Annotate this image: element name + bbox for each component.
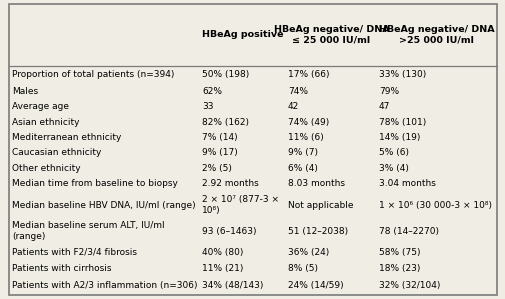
Text: 24% (14/59): 24% (14/59) [287, 281, 343, 290]
Text: Mediterranean ethnicity: Mediterranean ethnicity [12, 133, 121, 142]
Text: 1 × 10⁶ (30 000-3 × 10⁸): 1 × 10⁶ (30 000-3 × 10⁸) [378, 201, 491, 210]
Text: Patients with A2/3 inflammation (n=306): Patients with A2/3 inflammation (n=306) [12, 281, 197, 290]
Text: 79%: 79% [378, 87, 398, 96]
Text: 3.04 months: 3.04 months [378, 179, 435, 188]
Text: 78% (101): 78% (101) [378, 118, 425, 126]
Text: 51 (12–2038): 51 (12–2038) [287, 227, 347, 236]
Text: 47: 47 [378, 102, 389, 111]
Text: 18% (23): 18% (23) [378, 264, 420, 273]
Text: 78 (14–2270): 78 (14–2270) [378, 227, 438, 236]
Text: 33% (130): 33% (130) [378, 70, 425, 79]
Text: 8.03 months: 8.03 months [287, 179, 344, 188]
Text: Patients with cirrhosis: Patients with cirrhosis [12, 264, 112, 273]
Text: 9% (7): 9% (7) [287, 148, 317, 157]
Text: 3% (4): 3% (4) [378, 164, 408, 173]
Text: HBeAg positive: HBeAg positive [201, 30, 283, 39]
Text: Caucasian ethnicity: Caucasian ethnicity [12, 148, 102, 157]
Text: 33: 33 [201, 102, 213, 111]
Text: 17% (66): 17% (66) [287, 70, 329, 79]
Text: Other ethnicity: Other ethnicity [12, 164, 81, 173]
Text: 62%: 62% [201, 87, 222, 96]
Text: Asian ethnicity: Asian ethnicity [12, 118, 79, 126]
Text: 8% (5): 8% (5) [287, 264, 317, 273]
Text: Median time from baseline to biopsy: Median time from baseline to biopsy [12, 179, 178, 188]
Text: 5% (6): 5% (6) [378, 148, 408, 157]
Text: 9% (17): 9% (17) [201, 148, 237, 157]
Text: Patients with F2/3/4 fibrosis: Patients with F2/3/4 fibrosis [12, 248, 137, 257]
Text: Not applicable: Not applicable [287, 201, 352, 210]
Text: 40% (80): 40% (80) [201, 248, 243, 257]
Text: HBeAg negative/ DNA
>25 000 IU/ml: HBeAg negative/ DNA >25 000 IU/ml [378, 25, 494, 45]
Text: 50% (198): 50% (198) [201, 70, 248, 79]
Text: Proportion of total patients (n=394): Proportion of total patients (n=394) [12, 70, 174, 79]
Text: 74% (49): 74% (49) [287, 118, 329, 126]
Text: 74%: 74% [287, 87, 308, 96]
Text: 2.92 months: 2.92 months [201, 179, 258, 188]
Text: 42: 42 [287, 102, 298, 111]
Text: Median baseline serum ALT, IU/ml
(range): Median baseline serum ALT, IU/ml (range) [12, 221, 165, 241]
Text: Average age: Average age [12, 102, 69, 111]
Text: 34% (48/143): 34% (48/143) [201, 281, 263, 290]
Text: 32% (32/104): 32% (32/104) [378, 281, 439, 290]
Text: 6% (4): 6% (4) [287, 164, 317, 173]
Text: 2% (5): 2% (5) [201, 164, 231, 173]
Text: 14% (19): 14% (19) [378, 133, 420, 142]
Text: 11% (6): 11% (6) [287, 133, 323, 142]
Text: 82% (162): 82% (162) [201, 118, 248, 126]
Text: Median baseline HBV DNA, IU/ml (range): Median baseline HBV DNA, IU/ml (range) [12, 201, 195, 210]
Text: 11% (21): 11% (21) [201, 264, 243, 273]
Text: 58% (75): 58% (75) [378, 248, 420, 257]
Text: 7% (14): 7% (14) [201, 133, 237, 142]
Text: 36% (24): 36% (24) [287, 248, 329, 257]
Text: 2 × 10⁷ (877-3 ×
10⁸): 2 × 10⁷ (877-3 × 10⁸) [201, 196, 278, 215]
Text: HBeAg negative/ DNA
≤ 25 000 IU/ml: HBeAg negative/ DNA ≤ 25 000 IU/ml [273, 25, 388, 45]
Text: Males: Males [12, 87, 38, 96]
Text: 93 (6–1463): 93 (6–1463) [201, 227, 256, 236]
